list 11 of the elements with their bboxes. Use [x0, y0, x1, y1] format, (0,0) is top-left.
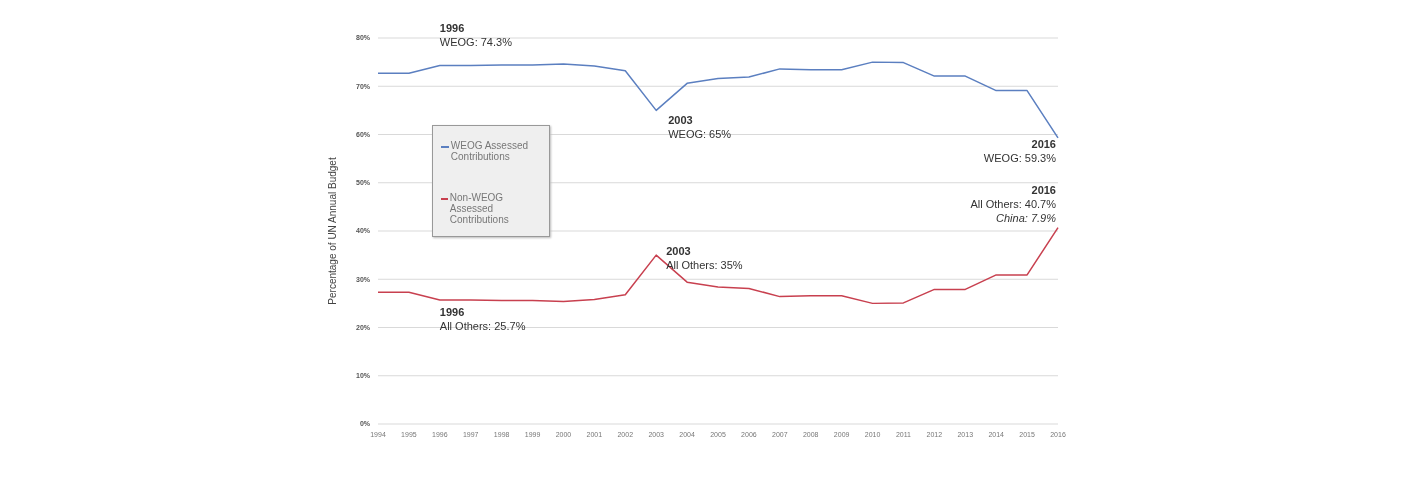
annotation: 1996 WEOG: 74.3%: [439, 21, 513, 48]
y-axis-title: Percentage of UN Annual Budget: [326, 157, 338, 305]
annotation: 2016 All Others: 40.7% China: 7.9%: [970, 183, 1057, 224]
legend-label: Non-WEOG Assessed Contributions: [449, 192, 510, 225]
annotation: 1996 All Others: 25.7%: [439, 306, 526, 332]
annotation: 2003 WEOG: 65%: [668, 114, 732, 141]
annotation: 2016 WEOG: 59.3%: [983, 137, 1057, 164]
annotation: 2003 All Others: 35%: [666, 245, 743, 272]
legend-label: WEOG Assessed Contributions: [450, 140, 530, 162]
line-series: [377, 226, 1059, 305]
line-series: [377, 61, 1059, 139]
